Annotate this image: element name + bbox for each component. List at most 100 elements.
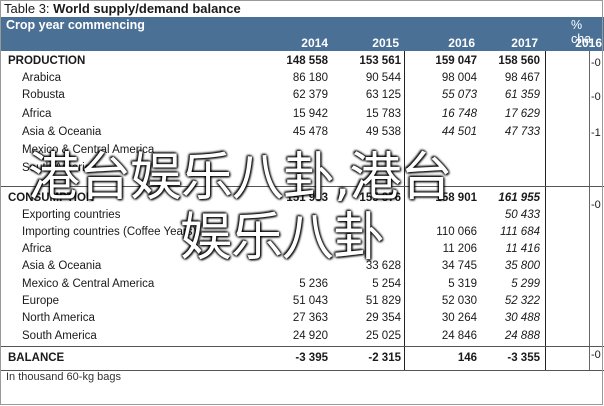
- table-row: South America 24 920 25 025 24 846 24 888: [0, 327, 604, 345]
- table-cell: 61 359: [504, 89, 540, 101]
- table-row: Africa 11 206 11 416: [0, 240, 604, 258]
- table-row: Mexico & Central America 5 236 5 254 5 319 5…: [0, 275, 604, 293]
- row-label: Africa: [22, 243, 52, 255]
- table-cell: 161 955: [498, 192, 540, 204]
- table-title-text: World supply/demand balance: [53, 1, 241, 16]
- table-cell: 30 264: [441, 312, 477, 324]
- table-cell: 159 047: [435, 55, 477, 67]
- column-divider: [404, 51, 405, 371]
- table-cell: 24 888: [504, 330, 540, 342]
- pct-change-cell: -0: [591, 57, 601, 69]
- section-rule: [0, 186, 604, 187]
- table-row: BALANCE -3 395 -2 315 146 -3 355: [0, 349, 604, 367]
- row-label: South America: [22, 162, 97, 174]
- table-cell: 35 800: [504, 260, 540, 272]
- pct-change-cell: -1: [591, 127, 601, 139]
- table-cell: 47 733: [504, 126, 540, 138]
- table-cell: 52 030: [441, 295, 477, 307]
- section-rule: [0, 346, 604, 347]
- table-cell: 11 206: [442, 243, 477, 255]
- table-cell: 153 561: [359, 55, 401, 67]
- table-cell: 11 416: [505, 243, 540, 255]
- table-cell: 98 004: [441, 72, 477, 84]
- table-cell: 5 299: [511, 278, 540, 290]
- table-cell: 27 363: [292, 312, 328, 324]
- table-cell: 16 748: [441, 108, 477, 120]
- row-label: Mexico & Central America: [22, 278, 155, 290]
- table-cell: 148 558: [286, 55, 328, 67]
- table-row: Mexico & Central America: [0, 141, 604, 159]
- table-row: Arabica 86 180 90 544 98 004 98 467: [0, 69, 604, 87]
- table-cell: 98 467: [504, 72, 540, 84]
- header-year-2014: 2014: [301, 36, 328, 50]
- table-row: Importing countries (Coffee Years) 110 06…: [0, 223, 604, 241]
- header-year-2016: 2016: [448, 36, 475, 50]
- table-cell: -2 315: [368, 352, 401, 364]
- table-cell: 33 628: [365, 260, 401, 272]
- pct-change-cell: -0: [591, 349, 601, 361]
- pct-change-cell: -0: [591, 91, 601, 103]
- table-row: Robusta 62 379 63 125 55 073 61 359: [0, 86, 604, 104]
- row-label: North America: [22, 312, 95, 324]
- table-title: Table 3: World supply/demand balance: [0, 0, 604, 17]
- table-cell: 146: [457, 352, 477, 364]
- table-cell: 62 379: [292, 89, 328, 101]
- table-cell: 151 953: [286, 192, 328, 204]
- header-pct-year: 2016: [575, 36, 602, 50]
- watermark-overlay-line1: 港台娱乐八卦,港台: [28, 148, 453, 208]
- row-label: CONSUMPTION: [8, 192, 95, 204]
- table-cell: 49 538: [365, 126, 401, 138]
- row-label: Africa: [22, 108, 52, 120]
- row-label: Importing countries (Coffee Years): [22, 226, 197, 238]
- table-row: CONSUMPTION 151 953 155 876 158 901 161 955: [0, 189, 604, 207]
- table-row: North America 27 363 29 354 30 264 30 488: [0, 309, 604, 327]
- header-year-2017: 2017: [511, 36, 538, 50]
- section-rule: [0, 370, 604, 371]
- row-label: Mexico & Central America: [22, 144, 155, 156]
- pct-change-column: -0 -0 -1 -0 -0: [589, 51, 604, 371]
- table-cell: 52 322: [504, 295, 540, 307]
- header-year-2015: 2015: [372, 36, 399, 50]
- table-cell: 63 125: [365, 89, 401, 101]
- row-label: South America: [22, 330, 97, 342]
- table-cell: 34 745: [441, 260, 477, 272]
- table-cell: 111 684: [500, 226, 540, 238]
- table-cell: 24 920: [292, 330, 328, 342]
- table-row: Asia & Oceania 45 478 49 538 44 501 47 733: [0, 123, 604, 141]
- table-row: South America: [0, 159, 604, 177]
- column-divider: [589, 51, 590, 371]
- row-label: Asia & Oceania: [22, 260, 102, 272]
- table-row: PRODUCTION 148 558 153 561 159 047 158 560: [0, 52, 604, 70]
- row-label: Europe: [22, 295, 60, 307]
- table-cell: 30 488: [504, 312, 540, 324]
- table-cell: 29 354: [365, 312, 401, 324]
- pct-change-cell: -0: [591, 199, 601, 211]
- table-cell: 50 433: [504, 209, 540, 221]
- table-cell: -3 355: [507, 352, 540, 364]
- table-cell: 17 629: [504, 108, 540, 120]
- table-cell: 51 829: [365, 295, 401, 307]
- table-cell: 24 846: [441, 330, 477, 342]
- table-cell: 5 236: [299, 278, 328, 290]
- row-label: BALANCE: [8, 352, 65, 364]
- table-number: Table 3:: [4, 1, 50, 16]
- table-cell: 155 876: [359, 192, 401, 204]
- header-first-col: Crop year commencing: [6, 18, 145, 32]
- table-cell: 55 073: [441, 89, 477, 101]
- table-cell: 25 025: [365, 330, 401, 342]
- row-label: Arabica: [22, 72, 61, 84]
- table-cell: 90 544: [365, 72, 401, 84]
- column-divider: [545, 51, 546, 371]
- table-cell: 86 180: [292, 72, 328, 84]
- header-pct-change: % cha: [571, 18, 592, 46]
- table-cell: -3 395: [295, 352, 328, 364]
- table-cell: 51 043: [292, 295, 328, 307]
- row-label: PRODUCTION: [8, 55, 86, 67]
- table-cell: 5 319: [448, 278, 477, 290]
- table-cell: 45 478: [292, 126, 328, 138]
- table-cell: 110 066: [436, 226, 477, 238]
- table-cell: 5 254: [372, 278, 401, 290]
- table-cell: 44 501: [441, 126, 477, 138]
- table-header: Crop year commencing % cha 2014 2015 201…: [0, 17, 604, 51]
- table-cell: 158 560: [498, 55, 540, 67]
